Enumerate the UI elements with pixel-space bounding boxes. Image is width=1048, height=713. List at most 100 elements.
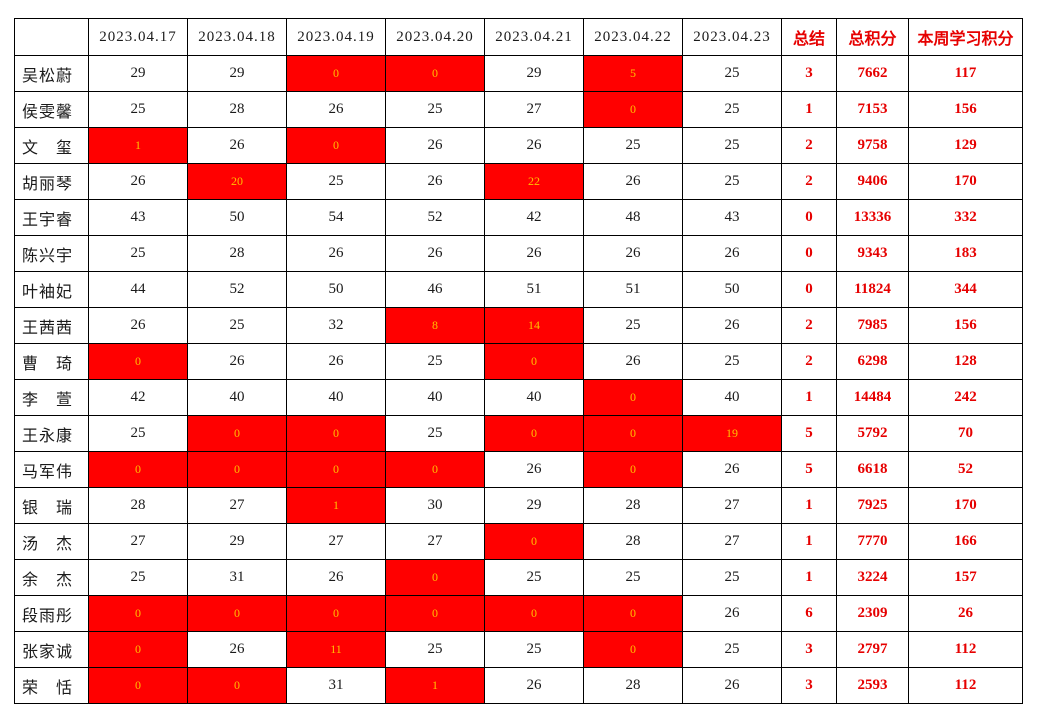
student-name: 段雨彤 — [14, 595, 89, 632]
score-cell: 27 — [484, 91, 584, 128]
score-cell: 27 — [88, 523, 188, 560]
summary-count-cell: 3 — [781, 631, 837, 668]
score-cell-flagged: 0 — [583, 631, 683, 668]
header-summary-cell: 总结 — [781, 18, 837, 56]
score-cell: 26 — [583, 343, 683, 380]
week-points-cell: 156 — [908, 307, 1023, 344]
student-name: 王茜茜 — [14, 307, 89, 344]
score-cell-flagged: 1 — [286, 487, 386, 524]
score-cell-flagged: 0 — [187, 595, 287, 632]
table-row: 马军伟 0 0 0 0 26 0 26 5 6618 52 — [14, 451, 1023, 488]
score-cell: 26 — [682, 451, 782, 488]
table-row: 段雨彤 0 0 0 0 0 0 26 6 2309 26 — [14, 595, 1023, 632]
summary-count-cell: 3 — [781, 55, 837, 92]
score-cell-flagged: 0 — [583, 451, 683, 488]
summary-count-cell: 2 — [781, 307, 837, 344]
score-cell-flagged: 0 — [286, 595, 386, 632]
score-cell: 25 — [682, 163, 782, 200]
score-cell-flagged: 0 — [286, 127, 386, 164]
score-cell: 46 — [385, 271, 485, 308]
student-name: 余 杰 — [14, 559, 89, 596]
header-summary-cell: 本周学习积分 — [908, 18, 1023, 56]
score-cell: 25 — [583, 559, 683, 596]
student-name: 叶袖妃 — [14, 271, 89, 308]
score-cell: 28 — [583, 487, 683, 524]
header-blank-cell — [14, 18, 89, 56]
score-cell: 26 — [385, 127, 485, 164]
score-cell: 31 — [187, 559, 287, 596]
total-points-cell: 7985 — [836, 307, 909, 344]
summary-count-cell: 0 — [781, 199, 837, 236]
student-name: 荣 恬 — [14, 667, 89, 704]
score-cell: 43 — [682, 199, 782, 236]
score-cell: 29 — [187, 523, 287, 560]
score-cell: 40 — [385, 379, 485, 416]
table-row: 汤 杰 27 29 27 27 0 28 27 1 7770 166 — [14, 523, 1023, 560]
week-points-cell: 166 — [908, 523, 1023, 560]
score-cell: 52 — [385, 199, 485, 236]
score-cell: 25 — [385, 343, 485, 380]
score-cell-flagged: 19 — [682, 415, 782, 452]
week-points-cell: 183 — [908, 235, 1023, 272]
table-row: 银 瑞 28 27 1 30 29 28 27 1 7925 170 — [14, 487, 1023, 524]
week-points-cell: 70 — [908, 415, 1023, 452]
score-cell: 26 — [583, 235, 683, 272]
score-cell-flagged: 0 — [286, 55, 386, 92]
score-cell-flagged: 0 — [583, 415, 683, 452]
score-cell: 26 — [187, 343, 287, 380]
score-cell-flagged: 0 — [187, 415, 287, 452]
score-cell: 26 — [286, 235, 386, 272]
table-row: 王宇睿 43 50 54 52 42 48 43 0 13336 332 — [14, 199, 1023, 236]
score-cell: 29 — [187, 55, 287, 92]
table-row: 胡丽琴 26 20 25 26 22 26 25 2 9406 170 — [14, 163, 1023, 200]
header-date-cell: 2023.04.17 — [88, 18, 188, 56]
score-cell-flagged: 1 — [385, 667, 485, 704]
week-points-cell: 112 — [908, 667, 1023, 704]
score-cell-flagged: 0 — [88, 667, 188, 704]
score-cell: 25 — [385, 631, 485, 668]
weekly-score-table-wrap: 2023.04.17 2023.04.18 2023.04.19 2023.04.20… — [14, 18, 1023, 704]
table-row: 文 玺 1 26 0 26 26 25 25 2 9758 129 — [14, 127, 1023, 164]
score-cell: 25 — [682, 127, 782, 164]
header-date-cell: 2023.04.20 — [385, 18, 485, 56]
score-cell: 26 — [682, 307, 782, 344]
score-cell: 50 — [187, 199, 287, 236]
score-cell-flagged: 11 — [286, 631, 386, 668]
score-cell: 25 — [484, 559, 584, 596]
score-cell-flagged: 8 — [385, 307, 485, 344]
week-points-cell: 128 — [908, 343, 1023, 380]
week-points-cell: 170 — [908, 487, 1023, 524]
score-cell: 27 — [187, 487, 287, 524]
score-cell: 25 — [88, 91, 188, 128]
student-name: 马军伟 — [14, 451, 89, 488]
total-points-cell: 13336 — [836, 199, 909, 236]
week-points-cell: 242 — [908, 379, 1023, 416]
summary-count-cell: 1 — [781, 379, 837, 416]
score-cell: 25 — [385, 91, 485, 128]
table-row: 侯雯馨 25 28 26 25 27 0 25 1 7153 156 — [14, 91, 1023, 128]
week-points-cell: 332 — [908, 199, 1023, 236]
score-cell: 26 — [682, 595, 782, 632]
summary-count-cell: 5 — [781, 451, 837, 488]
week-points-cell: 170 — [908, 163, 1023, 200]
score-cell-flagged: 0 — [286, 415, 386, 452]
score-cell: 42 — [484, 199, 584, 236]
summary-count-cell: 1 — [781, 559, 837, 596]
student-name: 银 瑞 — [14, 487, 89, 524]
total-points-cell: 14484 — [836, 379, 909, 416]
score-cell: 26 — [88, 163, 188, 200]
score-cell: 26 — [682, 235, 782, 272]
score-cell: 26 — [385, 235, 485, 272]
student-name: 吴松蔚 — [14, 55, 89, 92]
score-cell: 26 — [682, 667, 782, 704]
summary-count-cell: 3 — [781, 667, 837, 704]
score-cell: 28 — [583, 523, 683, 560]
table-row: 叶袖妃 44 52 50 46 51 51 50 0 11824 344 — [14, 271, 1023, 308]
score-cell: 26 — [286, 91, 386, 128]
header-date-cell: 2023.04.23 — [682, 18, 782, 56]
score-cell: 44 — [88, 271, 188, 308]
week-points-cell: 156 — [908, 91, 1023, 128]
score-cell: 25 — [88, 235, 188, 272]
score-cell: 27 — [385, 523, 485, 560]
score-cell: 25 — [88, 559, 188, 596]
